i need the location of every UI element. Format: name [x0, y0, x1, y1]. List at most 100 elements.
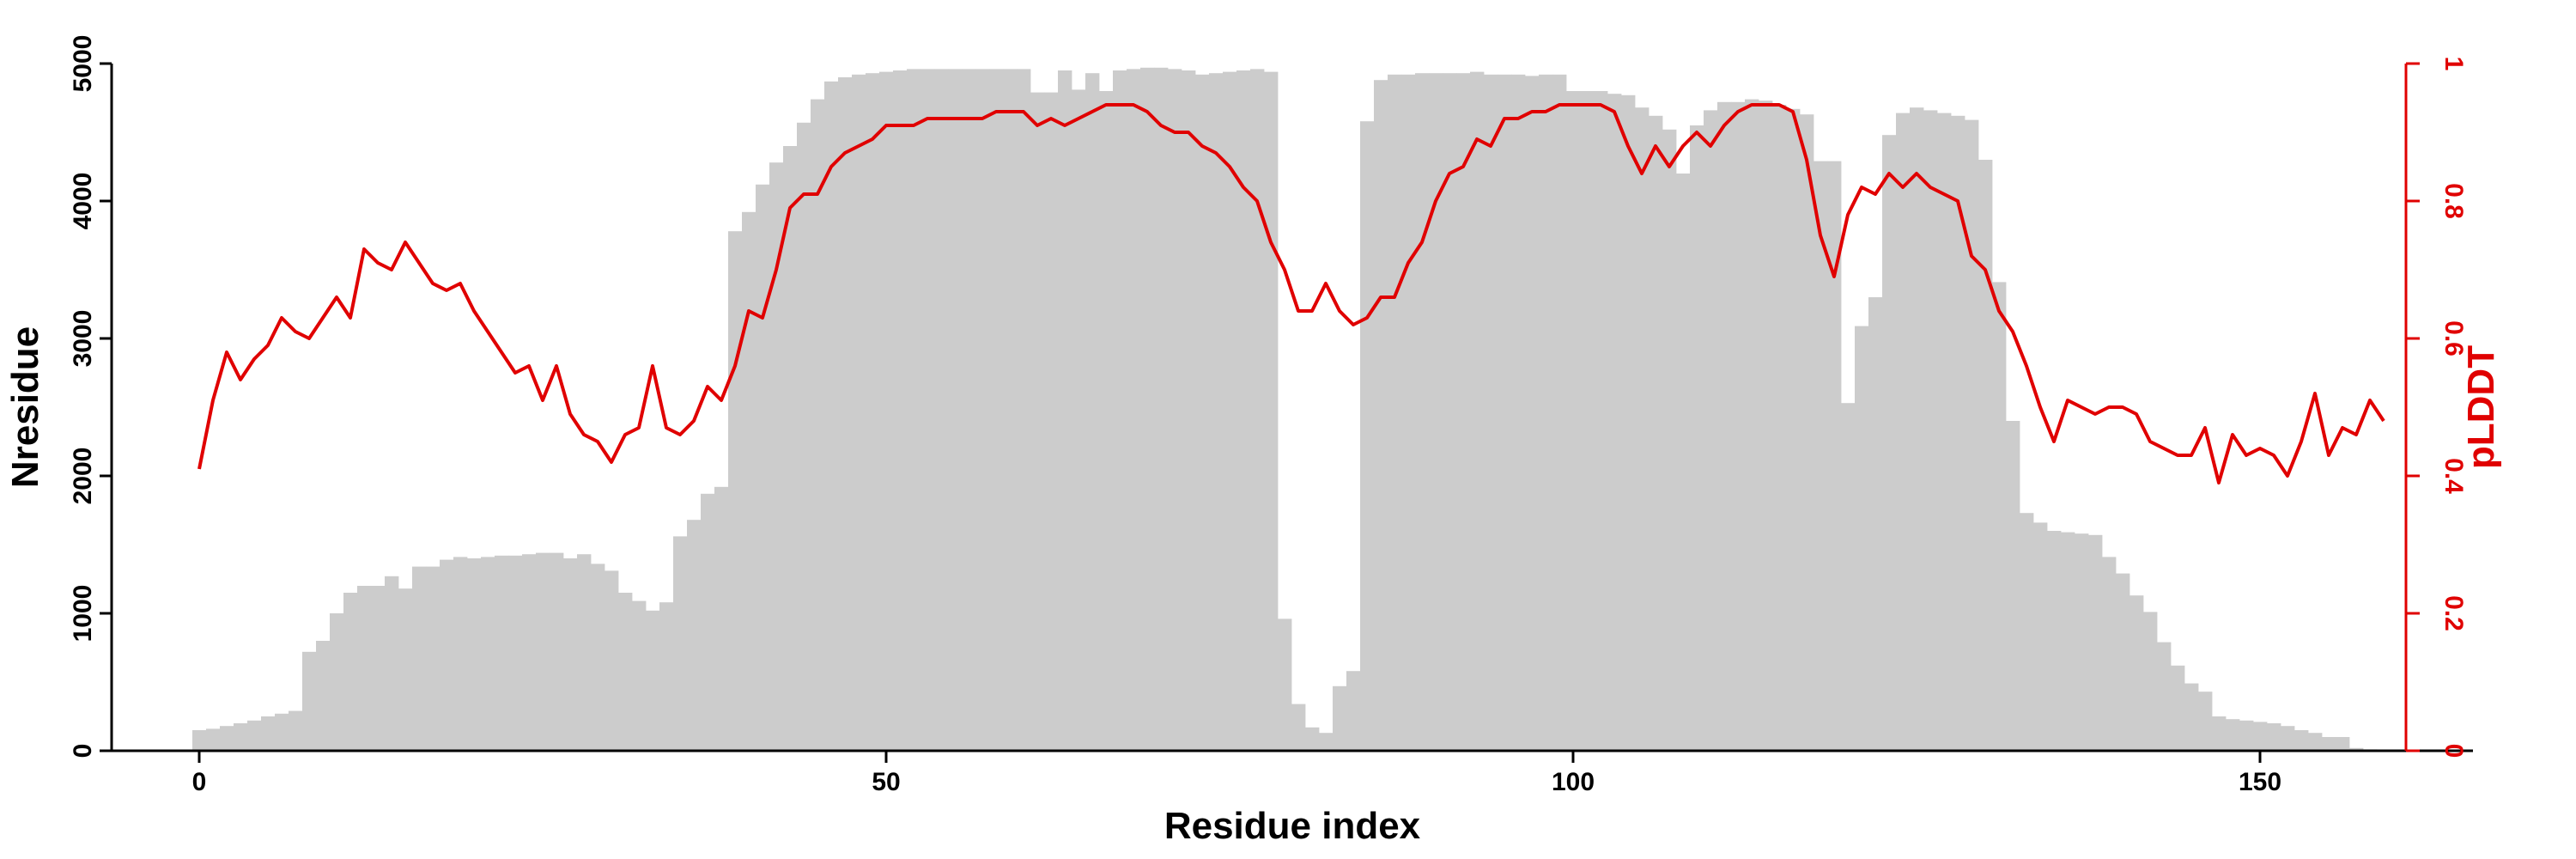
bar-125 [1910, 107, 1924, 751]
bar-143 [2157, 642, 2172, 751]
bar-91 [1443, 73, 1457, 751]
y-left-tick-label-1000: 1000 [69, 585, 97, 643]
x-tick-label-0: 0 [192, 768, 207, 796]
bar-129 [1965, 119, 1979, 752]
bar-145 [2184, 683, 2199, 751]
bar-20 [467, 558, 482, 751]
bar-123 [1882, 135, 1897, 751]
bar-96 [1511, 74, 1526, 752]
bar-85 [1360, 121, 1375, 751]
bar-108 [1676, 174, 1691, 751]
bar-58 [989, 69, 1004, 751]
bar-23 [508, 555, 523, 751]
bar-95 [1498, 74, 1512, 752]
bar-153 [2294, 730, 2309, 751]
bar-53 [920, 69, 935, 751]
bar-8 [302, 651, 317, 751]
bar-series [192, 67, 2378, 752]
bar-4 [247, 720, 262, 751]
bar-59 [1003, 69, 1018, 751]
bar-32 [632, 600, 647, 751]
bar-131 [1992, 282, 2007, 751]
bar-19 [453, 557, 468, 751]
bar-130 [1978, 160, 1993, 751]
bar-115 [1772, 105, 1787, 751]
bar-156 [2336, 737, 2350, 751]
bar-1 [206, 728, 221, 751]
x-axis-title: Residue index [1164, 805, 1421, 847]
bar-107 [1662, 129, 1677, 752]
bar-105 [1635, 107, 1649, 751]
bar-106 [1649, 115, 1663, 752]
bar-104 [1621, 94, 1636, 752]
bar-18 [440, 559, 454, 751]
y-left-tick-label-2000: 2000 [69, 448, 97, 505]
bar-10 [330, 613, 344, 751]
bar-133 [2020, 513, 2034, 751]
bar-155 [2322, 737, 2336, 751]
bar-62 [1044, 92, 1059, 752]
bar-75 [1223, 71, 1237, 752]
x-tick-label-150: 150 [2239, 768, 2281, 796]
x-tick-label-100: 100 [1552, 768, 1595, 796]
x-tick-label-50: 50 [872, 768, 900, 796]
bar-150 [2253, 722, 2268, 751]
bar-82 [1319, 733, 1334, 751]
bar-89 [1415, 73, 1430, 751]
bar-78 [1264, 71, 1279, 752]
bar-24 [522, 554, 537, 751]
bar-88 [1401, 74, 1416, 752]
bar-29 [591, 564, 605, 751]
y-left-tick-label-3000: 3000 [69, 310, 97, 368]
bar-147 [2212, 716, 2227, 751]
bar-84 [1346, 671, 1361, 751]
bar-35 [673, 536, 688, 751]
y-right-tick-label-1: 1 [2439, 57, 2468, 71]
bar-43 [783, 146, 798, 751]
bar-112 [1731, 101, 1746, 752]
bar-45 [811, 99, 825, 752]
bar-5 [261, 716, 276, 751]
y-right-tick-label-0.2: 0.2 [2439, 595, 2468, 631]
bar-76 [1236, 70, 1251, 751]
bar-118 [1814, 161, 1828, 752]
plddt-line [197, 103, 2385, 484]
bar-31 [618, 593, 633, 751]
bar-136 [2061, 532, 2075, 751]
bar-94 [1484, 74, 1498, 752]
y-ticks-left: 0 1000 2000 3000 4000 5000 [69, 35, 112, 758]
bar-33 [646, 610, 660, 751]
bar-6 [275, 713, 289, 751]
bar-72 [1182, 70, 1196, 751]
bar-126 [1923, 110, 1938, 751]
bar-141 [2129, 595, 2144, 751]
bar-70 [1154, 67, 1169, 752]
bar-117 [1800, 114, 1814, 751]
bar-39 [728, 231, 743, 751]
y-right-tick-label-0.8: 0.8 [2439, 183, 2468, 219]
bar-124 [1896, 113, 1911, 752]
bar-16 [412, 566, 427, 751]
bar-26 [550, 552, 564, 751]
bar-41 [756, 184, 770, 752]
bar-154 [2308, 733, 2323, 751]
bar-0 [192, 730, 207, 751]
y-right-tick-label-0.4: 0.4 [2439, 458, 2468, 494]
bar-12 [357, 586, 372, 751]
bar-7 [289, 710, 303, 751]
bar-157 [2349, 747, 2364, 751]
bar-111 [1717, 101, 1732, 752]
bar-121 [1855, 326, 1869, 751]
bar-57 [975, 69, 990, 751]
x-ticks: 0 50 100 150 [192, 751, 2281, 796]
bar-122 [1868, 297, 1883, 751]
bar-149 [2239, 720, 2254, 751]
bar-14 [385, 576, 399, 751]
bar-81 [1305, 727, 1320, 751]
bar-52 [907, 69, 921, 751]
bar-127 [1937, 113, 1952, 752]
bar-67 [1113, 70, 1127, 751]
bar-21 [481, 557, 495, 751]
bar-110 [1704, 110, 1718, 751]
bar-73 [1195, 74, 1210, 752]
